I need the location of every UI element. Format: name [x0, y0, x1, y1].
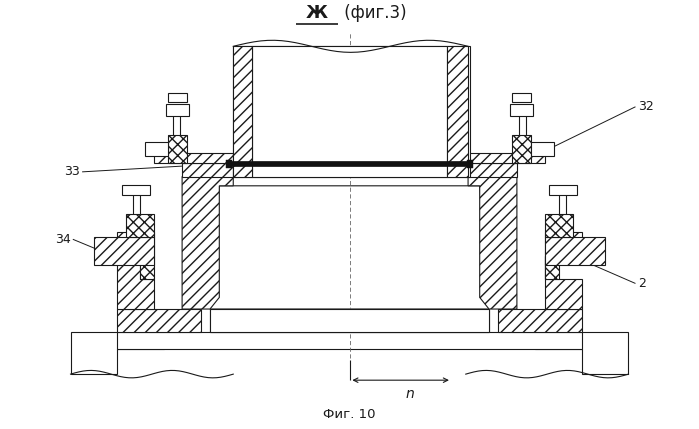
Text: Ж: Ж [306, 4, 328, 22]
Polygon shape [545, 233, 582, 309]
Polygon shape [182, 176, 233, 309]
Polygon shape [210, 186, 489, 309]
Bar [226, 160, 232, 168]
Polygon shape [545, 237, 605, 265]
Polygon shape [535, 332, 628, 374]
Text: 32: 32 [637, 100, 654, 113]
Bar [549, 185, 577, 195]
Polygon shape [117, 309, 201, 332]
Polygon shape [512, 135, 531, 163]
Bar [512, 93, 531, 102]
Polygon shape [140, 256, 154, 279]
Bar [229, 161, 470, 166]
Bar [210, 309, 489, 332]
Polygon shape [545, 214, 572, 237]
Bar [168, 93, 187, 102]
Text: (фиг.3): (фиг.3) [339, 4, 407, 22]
Bar [510, 104, 533, 116]
Polygon shape [71, 332, 164, 374]
Bar [166, 104, 189, 116]
Polygon shape [468, 153, 545, 163]
Polygon shape [531, 142, 554, 156]
Bar [233, 46, 470, 176]
Polygon shape [168, 135, 187, 163]
Text: n: n [405, 387, 415, 401]
Polygon shape [94, 237, 154, 265]
Text: 34: 34 [55, 233, 71, 246]
Bar [117, 332, 582, 348]
Polygon shape [154, 153, 233, 163]
Polygon shape [233, 46, 252, 176]
Polygon shape [127, 214, 154, 237]
Bar [122, 185, 150, 195]
Bar [252, 46, 447, 176]
Polygon shape [498, 309, 582, 332]
Text: 2: 2 [637, 277, 646, 290]
Polygon shape [545, 256, 559, 279]
Text: Фиг. 10: Фиг. 10 [323, 408, 376, 421]
Bar [467, 160, 473, 168]
Polygon shape [468, 163, 517, 176]
Polygon shape [468, 176, 517, 309]
Text: 33: 33 [64, 165, 80, 178]
Polygon shape [447, 46, 468, 176]
Polygon shape [145, 142, 168, 156]
Polygon shape [117, 233, 154, 309]
Polygon shape [182, 163, 233, 176]
